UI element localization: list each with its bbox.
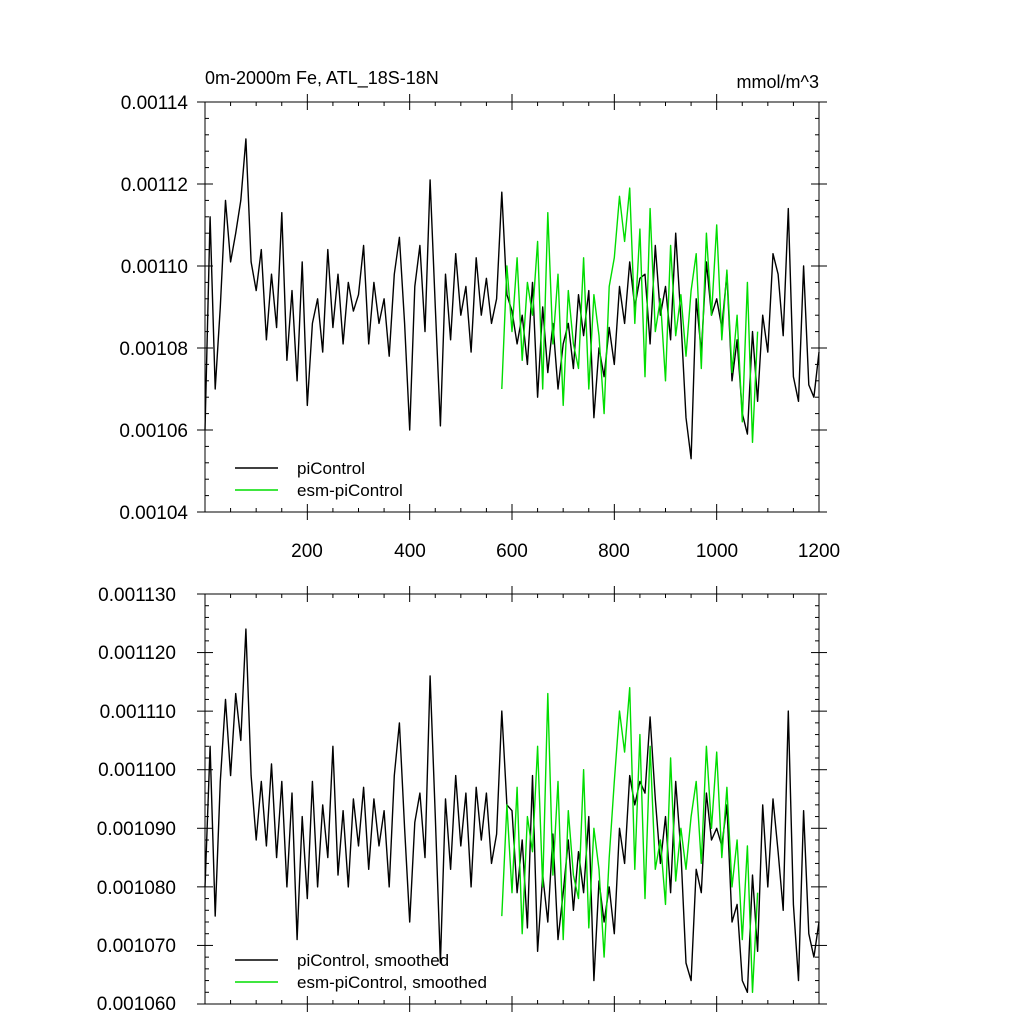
y-tick-label: 0.001100 xyxy=(98,760,176,781)
plot-frame-top xyxy=(204,101,820,513)
y-tick-label: 0.00106 xyxy=(119,421,188,442)
tick-marks-top xyxy=(197,94,827,520)
y-tick-label: 0.00112 xyxy=(121,175,188,196)
x-tick-label: 200 xyxy=(291,541,323,562)
legend-bottom: piControl, smoothed esm-piControl, smoot… xyxy=(235,951,487,992)
chart-title: 0m-2000m Fe, ATL_18S-18N xyxy=(205,68,439,89)
legend-top: piControl esm-piControl xyxy=(235,459,403,500)
y-tick-label: 0.001110 xyxy=(100,702,176,723)
legend-label-picontrol-smoothed: piControl, smoothed xyxy=(297,951,449,970)
y-tick-label: 0.00104 xyxy=(119,503,188,524)
x-tick-label: 800 xyxy=(598,541,630,562)
series-group-top xyxy=(204,138,820,460)
y-tick-label: 0.001060 xyxy=(97,994,176,1015)
y-tick-label: 0.001130 xyxy=(98,585,176,606)
series-line-picontrol-smoothed-bottom xyxy=(204,628,820,993)
x-tick-label: 400 xyxy=(394,541,426,562)
legend-label-esm-picontrol: esm-piControl xyxy=(297,481,403,500)
x-tick-labels-top: 200 400 600 800 1000 1200 xyxy=(291,541,840,562)
y-tick-label: 0.001070 xyxy=(97,936,176,957)
y-tick-label: 0.00114 xyxy=(121,93,189,114)
y-tick-label: 0.001080 xyxy=(97,878,176,899)
legend-label-picontrol: piControl xyxy=(297,459,365,478)
series-line-esm-picontrol-top xyxy=(501,187,759,443)
y-tick-label: 0.001120 xyxy=(98,643,176,664)
x-tick-label: 600 xyxy=(496,541,528,562)
y-tick-labels-bottom: 0.001130 0.001120 0.001110 0.001100 0.00… xyxy=(97,585,176,1015)
y-tick-labels-top: 0.00114 0.00112 0.00110 0.00108 0.00106 … xyxy=(119,93,188,524)
y-tick-label: 0.001090 xyxy=(97,819,176,840)
y-tick-label: 0.00110 xyxy=(121,257,188,278)
series-line-esm-picontrol-smoothed-bottom xyxy=(501,687,759,993)
tick-marks-bottom xyxy=(197,586,827,1012)
legend-label-esm-picontrol-smoothed: esm-piControl, smoothed xyxy=(297,973,487,992)
x-tick-label: 1200 xyxy=(798,541,840,562)
series-line-picontrol-top xyxy=(204,138,820,460)
units-label: mmol/m^3 xyxy=(737,72,819,92)
y-tick-label: 0.00108 xyxy=(119,339,188,360)
series-group-bottom xyxy=(204,628,820,993)
x-tick-label: 1000 xyxy=(696,541,738,562)
